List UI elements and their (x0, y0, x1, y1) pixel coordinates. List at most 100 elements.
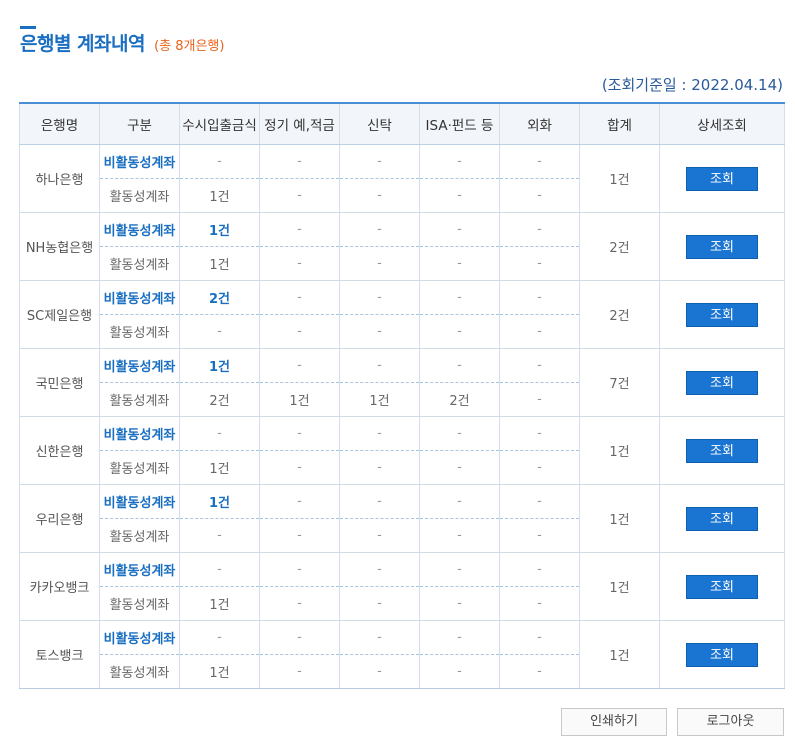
inactive-count-cell: - (499, 348, 580, 383)
active-count-cell: - (499, 178, 580, 213)
active-count-cell: 1건 (339, 382, 420, 417)
inactive-count-cell: - (259, 416, 340, 451)
logout-button[interactable]: 로그아웃 (677, 708, 784, 736)
col-header-total: 합계 (579, 102, 660, 145)
col-header-foreign: 외화 (499, 102, 580, 145)
detail-cell: 조회 (659, 416, 785, 485)
account-type-inactive: 비활동성계좌 (99, 484, 180, 519)
bank-name-cell: NH농협은행 (19, 212, 100, 281)
inactive-count-cell: - (499, 484, 580, 519)
active-count-cell: - (499, 246, 580, 281)
active-count-cell: - (179, 314, 260, 349)
bank-name-cell: 신한은행 (19, 416, 100, 485)
inactive-count-cell: - (339, 144, 420, 179)
inactive-count-cell: 1건 (179, 212, 260, 247)
account-type-active: 활동성계좌 (99, 586, 180, 621)
total-count-cell: 1건 (579, 484, 660, 553)
detail-cell: 조회 (659, 280, 785, 349)
inactive-count-cell: - (419, 552, 500, 587)
inactive-count-cell: - (179, 416, 260, 451)
active-count-cell: - (339, 178, 420, 213)
account-type-inactive: 비활동성계좌 (99, 280, 180, 315)
account-type-inactive: 비활동성계좌 (99, 144, 180, 179)
inactive-count-cell: - (499, 144, 580, 179)
account-type-active: 활동성계좌 (99, 178, 180, 213)
view-detail-button[interactable]: 조회 (686, 438, 758, 463)
active-count-cell: - (259, 518, 340, 553)
inactive-count-cell: 1건 (179, 484, 260, 519)
inactive-count-cell: - (259, 484, 340, 519)
total-count-cell: 2건 (579, 212, 660, 281)
active-count-cell: - (259, 654, 340, 689)
table-row: NH농협은행 비활동성계좌 1건 - - - -2건 조회 (19, 212, 785, 281)
view-detail-button[interactable]: 조회 (686, 506, 758, 531)
view-detail-button[interactable]: 조회 (686, 642, 758, 667)
inactive-count-cell: - (339, 280, 420, 315)
active-count-cell: - (419, 178, 500, 213)
account-type-active: 활동성계좌 (99, 450, 180, 485)
inactive-count-cell: - (339, 620, 420, 655)
total-count-cell: 1건 (579, 552, 660, 621)
view-detail-button[interactable]: 조회 (686, 234, 758, 259)
account-type-active: 활동성계좌 (99, 246, 180, 281)
inactive-count-cell: - (499, 280, 580, 315)
inactive-count-cell: - (339, 348, 420, 383)
print-button[interactable]: 인쇄하기 (561, 708, 667, 736)
account-type-inactive: 비활동성계좌 (99, 620, 180, 655)
table-row: 활동성계좌 - - - - - (20, 314, 785, 349)
bank-name-cell: 토스뱅크 (19, 620, 100, 689)
total-count-cell: 2건 (579, 280, 660, 349)
account-type-inactive: 비활동성계좌 (99, 348, 180, 383)
account-type-inactive: 비활동성계좌 (99, 212, 180, 247)
bank-name-cell: 하나은행 (19, 144, 100, 213)
inactive-count-cell: - (259, 212, 340, 247)
page-title: 은행별 계좌내역 (총 8개은행) (20, 29, 224, 56)
active-count-cell: 1건 (179, 246, 260, 281)
view-detail-button[interactable]: 조회 (686, 302, 758, 327)
active-count-cell: 1건 (179, 586, 260, 621)
inactive-count-cell: - (419, 348, 500, 383)
active-count-cell: - (259, 178, 340, 213)
bank-name-cell: 국민은행 (19, 348, 100, 417)
col-header-type: 구분 (99, 102, 180, 145)
active-count-cell: 1건 (179, 178, 260, 213)
account-type-active: 활동성계좌 (99, 314, 180, 349)
inactive-count-cell: - (339, 552, 420, 587)
detail-cell: 조회 (659, 620, 785, 689)
col-header-isa-fund: ISA·펀드 등 (419, 102, 500, 145)
col-header-demand: 수시입출금식 (179, 102, 260, 145)
active-count-cell: - (419, 450, 500, 485)
col-header-deposit: 정기 예,적금 (259, 102, 340, 145)
detail-cell: 조회 (659, 144, 785, 213)
detail-cell: 조회 (659, 484, 785, 553)
active-count-cell: - (499, 382, 580, 417)
inactive-count-cell: - (179, 620, 260, 655)
table-row: 우리은행 비활동성계좌 1건 - - - -1건 조회 (19, 484, 785, 553)
active-count-cell: 1건 (179, 450, 260, 485)
active-count-cell: - (179, 518, 260, 553)
active-count-cell: 1건 (179, 654, 260, 689)
table-row: 활동성계좌 1건 - - - - (20, 586, 785, 621)
col-header-bank: 은행명 (19, 102, 100, 145)
view-detail-button[interactable]: 조회 (686, 370, 758, 395)
table-row: 활동성계좌 1건 - - - - (20, 654, 785, 689)
total-count-cell: 1건 (579, 144, 660, 213)
account-type-inactive: 비활동성계좌 (99, 416, 180, 451)
col-header-detail: 상세조회 (659, 102, 785, 145)
active-count-cell: - (499, 518, 580, 553)
active-count-cell: - (419, 518, 500, 553)
col-header-trust: 신탁 (339, 102, 420, 145)
active-count-cell: - (339, 586, 420, 621)
inactive-count-cell: - (179, 552, 260, 587)
active-count-cell: - (259, 450, 340, 485)
active-count-cell: - (419, 586, 500, 621)
inactive-count-cell: - (259, 620, 340, 655)
table-row: 활동성계좌 - - - - - (20, 518, 785, 553)
inactive-count-cell: - (339, 416, 420, 451)
inactive-count-cell: - (419, 144, 500, 179)
view-detail-button[interactable]: 조회 (686, 166, 758, 191)
inactive-count-cell: - (419, 280, 500, 315)
view-detail-button[interactable]: 조회 (686, 574, 758, 599)
total-count-cell: 1건 (579, 416, 660, 485)
active-count-cell: - (499, 450, 580, 485)
